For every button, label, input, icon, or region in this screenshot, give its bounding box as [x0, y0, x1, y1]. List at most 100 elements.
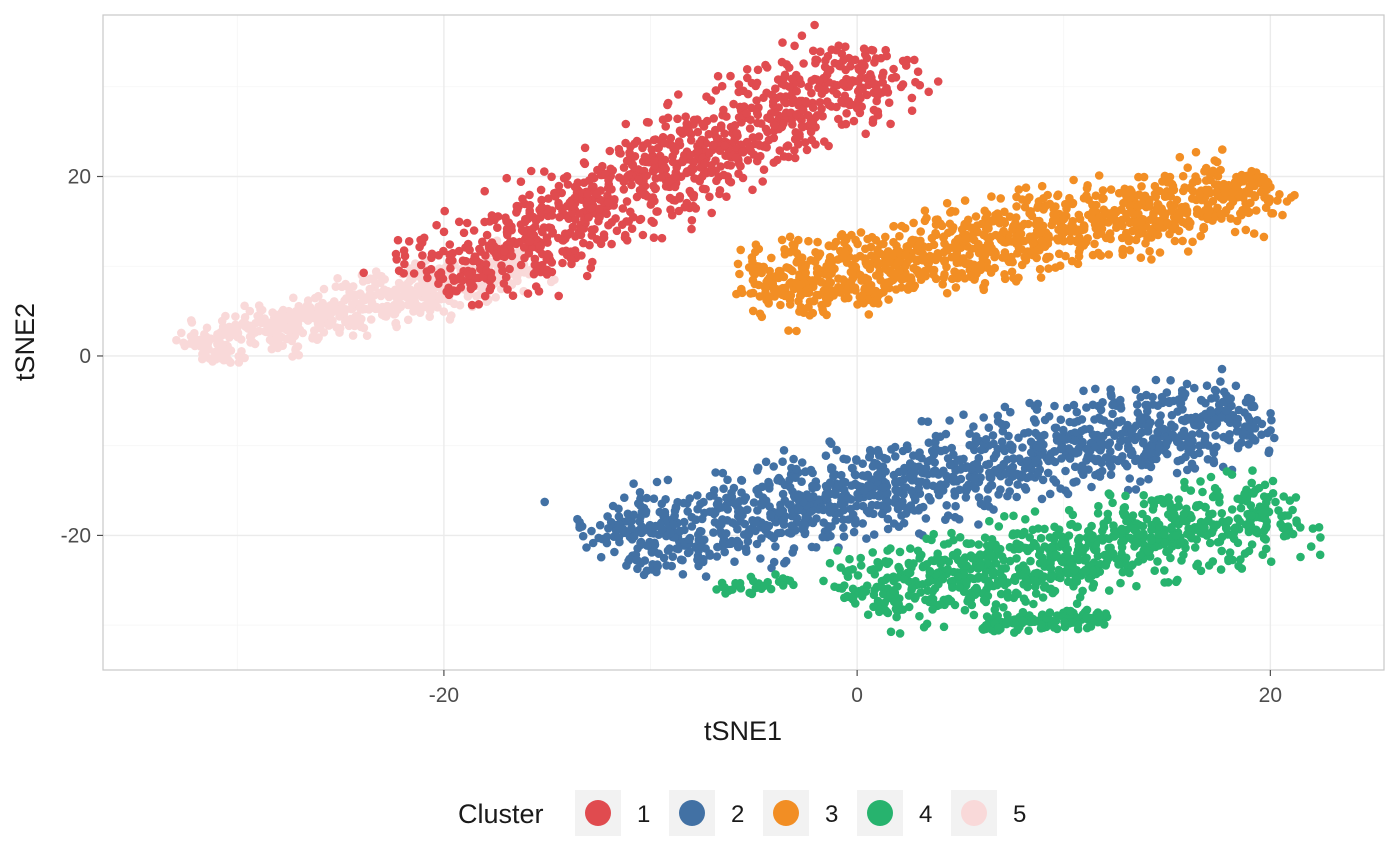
point	[929, 529, 938, 539]
point	[1022, 196, 1032, 206]
point	[1184, 444, 1193, 453]
point	[821, 294, 831, 304]
point	[906, 273, 916, 282]
point	[858, 519, 867, 528]
point	[1072, 407, 1082, 417]
point	[1013, 529, 1022, 538]
point	[1192, 501, 1202, 510]
series-1	[359, 20, 943, 310]
point	[1170, 236, 1180, 246]
point	[698, 557, 708, 567]
point	[889, 586, 898, 595]
point	[466, 279, 475, 289]
point	[1136, 477, 1145, 486]
point	[938, 280, 947, 289]
point	[356, 299, 365, 308]
point	[736, 161, 745, 171]
point	[851, 254, 860, 263]
point	[610, 547, 619, 557]
point	[1079, 241, 1089, 250]
point	[742, 65, 752, 74]
point	[1199, 224, 1209, 233]
point	[657, 233, 667, 243]
point	[1192, 561, 1201, 571]
point	[859, 588, 869, 597]
point	[629, 510, 639, 520]
point	[1223, 517, 1233, 526]
point	[1105, 419, 1114, 429]
point	[758, 177, 767, 186]
point	[929, 448, 939, 458]
point	[1249, 229, 1259, 238]
point	[381, 312, 391, 321]
point	[864, 286, 874, 296]
point	[821, 481, 831, 491]
point	[507, 251, 517, 261]
point	[901, 250, 910, 260]
point	[1144, 474, 1153, 484]
point	[1139, 491, 1148, 500]
point	[1038, 593, 1048, 602]
point	[966, 223, 976, 232]
point	[1145, 246, 1154, 256]
point	[583, 189, 592, 199]
point	[765, 292, 774, 302]
point	[1134, 190, 1143, 200]
point	[649, 233, 659, 242]
point	[1071, 575, 1080, 584]
point	[493, 223, 502, 232]
point	[559, 236, 568, 245]
point	[976, 260, 985, 270]
point	[393, 235, 403, 245]
point	[832, 445, 841, 455]
point	[1044, 412, 1054, 421]
point	[869, 509, 878, 519]
point	[858, 85, 867, 94]
point	[844, 293, 853, 303]
point	[961, 234, 970, 244]
point	[1122, 516, 1131, 526]
point	[1050, 423, 1060, 433]
point	[825, 489, 835, 499]
point	[886, 119, 895, 129]
point	[709, 114, 718, 123]
point	[1057, 539, 1066, 548]
point	[1169, 509, 1179, 519]
point	[949, 535, 958, 545]
point	[1092, 230, 1102, 240]
point	[1306, 542, 1316, 551]
point	[885, 257, 894, 267]
point	[866, 565, 876, 575]
point	[838, 78, 848, 88]
point	[776, 300, 785, 310]
point	[589, 182, 598, 191]
point	[1083, 181, 1092, 190]
point	[599, 230, 609, 239]
point	[931, 466, 940, 476]
point	[1054, 565, 1063, 575]
point	[1108, 498, 1117, 508]
point	[939, 622, 949, 632]
point	[668, 552, 678, 561]
point	[482, 230, 492, 240]
point	[857, 276, 866, 285]
point	[840, 593, 849, 603]
point	[802, 288, 811, 298]
point	[883, 524, 893, 534]
point	[753, 118, 762, 128]
point	[1106, 470, 1116, 480]
point	[554, 291, 563, 301]
point	[904, 558, 914, 568]
point	[1179, 516, 1189, 526]
point	[1003, 593, 1013, 602]
point	[1059, 226, 1069, 235]
point	[1153, 557, 1162, 566]
point	[1145, 199, 1154, 209]
point	[1186, 510, 1195, 520]
point	[1063, 403, 1072, 413]
point	[795, 280, 804, 290]
point	[614, 504, 623, 514]
point	[1000, 402, 1010, 412]
point	[761, 60, 770, 70]
point	[997, 578, 1007, 587]
